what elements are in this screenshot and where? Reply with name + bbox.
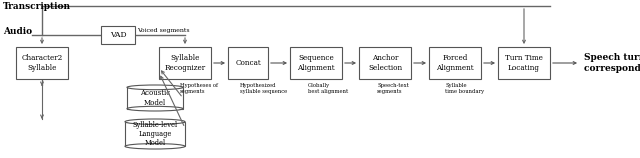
Bar	[16, 47, 68, 79]
Bar	[101, 26, 135, 44]
Bar	[228, 47, 268, 79]
Bar	[429, 47, 481, 79]
Ellipse shape	[125, 144, 185, 149]
Text: Turn Time
Locating: Turn Time Locating	[505, 54, 543, 72]
Bar	[290, 47, 342, 79]
Text: Character2
Syllable: Character2 Syllable	[21, 54, 63, 72]
Text: Syllable
Recognizer: Syllable Recognizer	[164, 54, 205, 72]
Text: Forced
Alignment: Forced Alignment	[436, 54, 474, 72]
Text: Syllable-level
Language
Model: Syllable-level Language Model	[132, 121, 177, 147]
Text: Speech turns with
corresponding text: Speech turns with corresponding text	[584, 53, 640, 73]
Ellipse shape	[127, 106, 183, 111]
Text: Acoustic
Model: Acoustic Model	[140, 89, 170, 107]
Ellipse shape	[127, 85, 183, 90]
Ellipse shape	[125, 119, 185, 124]
Bar	[125, 122, 185, 146]
Text: Concat: Concat	[235, 59, 261, 67]
Text: Audio: Audio	[3, 27, 32, 36]
Text: Sequence
Alignment: Sequence Alignment	[297, 54, 335, 72]
Bar	[159, 47, 211, 79]
Text: Transcription: Transcription	[3, 2, 71, 11]
Text: Anchor
Selection: Anchor Selection	[368, 54, 402, 72]
Text: Voiced segments: Voiced segments	[137, 28, 189, 33]
Bar	[127, 87, 183, 109]
Text: Speech-text
segments: Speech-text segments	[377, 83, 409, 94]
Bar	[359, 47, 411, 79]
Bar	[498, 47, 550, 79]
Text: Hypotheses of
segments: Hypotheses of segments	[180, 83, 218, 94]
Text: VAD: VAD	[109, 31, 126, 39]
Text: Hypothesized
syllable sequence: Hypothesized syllable sequence	[240, 83, 287, 94]
Text: Globally
best alignment: Globally best alignment	[308, 83, 348, 94]
Text: Syllable
time boundary: Syllable time boundary	[445, 83, 484, 94]
